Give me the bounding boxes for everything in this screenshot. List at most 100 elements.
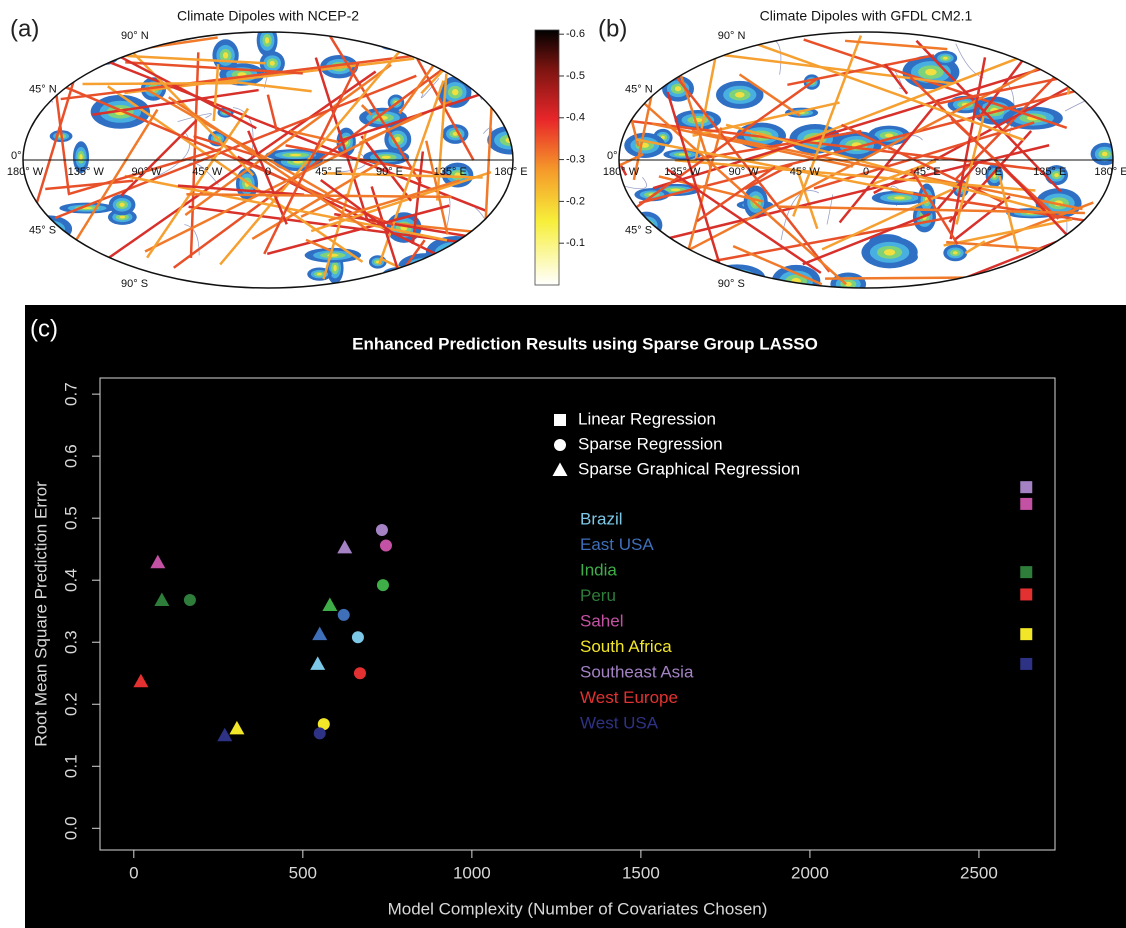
dipole bbox=[953, 195, 1011, 242]
dipole bbox=[360, 104, 373, 116]
dipole bbox=[411, 151, 425, 245]
dipole bbox=[107, 85, 364, 263]
x-tick-label: 2000 bbox=[791, 863, 829, 882]
marker-circle bbox=[353, 667, 366, 680]
climate-region bbox=[333, 264, 337, 272]
dipole bbox=[247, 130, 288, 225]
dipole bbox=[620, 118, 1041, 171]
coastline bbox=[780, 190, 820, 241]
dipole bbox=[82, 81, 238, 86]
dipole bbox=[1066, 37, 1078, 95]
climate-region bbox=[644, 51, 679, 69]
latitude-label: 90° N bbox=[718, 30, 746, 42]
longitude-label: 180° W bbox=[603, 166, 640, 178]
dipole bbox=[120, 119, 198, 197]
legend-region: Peru bbox=[580, 586, 616, 605]
dipole bbox=[285, 144, 451, 178]
climate-region bbox=[674, 86, 682, 92]
climate-region bbox=[675, 50, 684, 60]
dipole bbox=[909, 168, 959, 245]
y-tick-label: 0.1 bbox=[61, 754, 80, 778]
dipole bbox=[696, 165, 776, 223]
marker-triangle bbox=[312, 626, 328, 641]
dipole bbox=[825, 275, 1025, 280]
legend-region: India bbox=[580, 560, 617, 579]
dipole bbox=[802, 212, 931, 266]
dipole bbox=[949, 57, 987, 240]
legend-region: Southeast Asia bbox=[580, 662, 694, 681]
marker-circle bbox=[337, 608, 350, 621]
climate-region bbox=[407, 265, 431, 288]
climate-region bbox=[1017, 32, 1044, 43]
climate-region bbox=[1056, 32, 1098, 44]
climate-region bbox=[678, 59, 694, 65]
climate-region bbox=[1084, 48, 1096, 53]
climate-region bbox=[1101, 151, 1108, 157]
climate-region bbox=[96, 43, 117, 61]
coastline bbox=[619, 177, 647, 190]
dipole bbox=[45, 179, 134, 191]
dipole bbox=[803, 38, 1068, 129]
dipole bbox=[108, 60, 488, 213]
climate-region bbox=[384, 34, 398, 44]
climate-region bbox=[619, 237, 639, 249]
longitude-label: 135° W bbox=[664, 166, 701, 178]
climate-region bbox=[103, 49, 110, 55]
marker-circle bbox=[379, 539, 392, 552]
colorbar-tick-label: -0.2 bbox=[566, 195, 585, 207]
colorbar-tick-label: -0.6 bbox=[566, 28, 585, 40]
longitude-label: 180° E bbox=[494, 166, 527, 178]
marker-square bbox=[554, 414, 566, 426]
longitude-label: 90° E bbox=[975, 166, 1002, 178]
dipole bbox=[964, 240, 986, 255]
dipole bbox=[305, 238, 331, 252]
marker-triangle bbox=[133, 673, 149, 688]
dipole bbox=[70, 109, 159, 248]
climate-region bbox=[55, 32, 65, 34]
latitude-label: 45° N bbox=[29, 84, 57, 96]
climate-region bbox=[481, 33, 504, 44]
latitude-label: 90° S bbox=[718, 278, 745, 290]
marker-circle bbox=[313, 727, 326, 740]
dipole bbox=[687, 127, 723, 251]
climate-region bbox=[420, 263, 432, 269]
latitude-label: 45° N bbox=[625, 84, 653, 96]
longitude-label: 45° W bbox=[192, 166, 223, 178]
coastline bbox=[420, 78, 440, 99]
dipole bbox=[251, 161, 381, 240]
legend-region: East USA bbox=[580, 535, 654, 554]
marker-triangle bbox=[229, 720, 245, 735]
climate-region bbox=[119, 215, 126, 219]
dipole bbox=[188, 205, 464, 244]
dipole bbox=[177, 184, 305, 197]
climate-region bbox=[444, 253, 469, 267]
climate-region bbox=[388, 36, 394, 41]
climate-region bbox=[640, 142, 649, 148]
legend-region: West USA bbox=[580, 713, 659, 732]
dipole bbox=[125, 61, 303, 75]
climate-region bbox=[381, 155, 391, 159]
y-axis-label: Root Mean Square Prediction Error bbox=[31, 481, 50, 747]
climate-region bbox=[893, 196, 906, 200]
dipole bbox=[840, 123, 1002, 203]
marker-circle bbox=[317, 718, 330, 731]
dipole bbox=[189, 52, 200, 259]
marker-triangle bbox=[552, 462, 568, 476]
dipole bbox=[370, 186, 402, 279]
climate-region bbox=[682, 60, 690, 64]
dipole bbox=[792, 35, 863, 217]
longitude-label: 90° W bbox=[728, 166, 759, 178]
dipole bbox=[216, 78, 312, 93]
dipole bbox=[328, 35, 422, 185]
panel-label: (c) bbox=[30, 315, 58, 342]
climate-region bbox=[434, 241, 477, 264]
climate-region bbox=[489, 81, 513, 96]
climate-region bbox=[265, 37, 270, 44]
climate-region bbox=[943, 56, 948, 60]
coastline bbox=[826, 194, 833, 225]
longitude-label: 135° W bbox=[68, 166, 105, 178]
colorbar-tick-label: -0.3 bbox=[566, 153, 585, 165]
latitude-label: 45° S bbox=[625, 224, 652, 236]
climate-region bbox=[79, 154, 83, 161]
